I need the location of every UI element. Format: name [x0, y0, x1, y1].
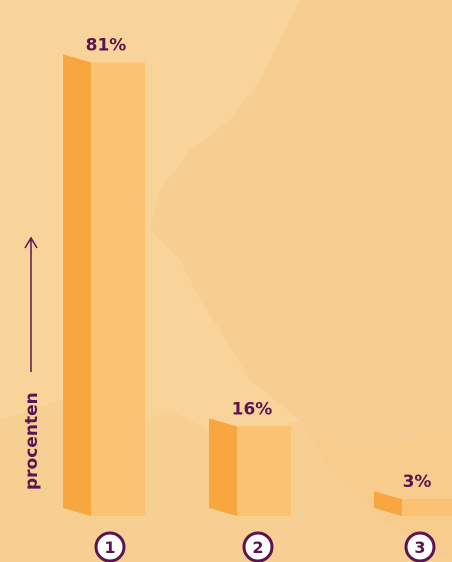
category-tick-2: 2: [242, 531, 274, 562]
bar-1: [63, 54, 145, 517]
bar-side-face: [374, 491, 402, 516]
background-map-shape: [150, 0, 452, 560]
y-axis: procenten: [22, 236, 42, 490]
bar-front-face: [237, 426, 291, 516]
category-tick-circle: [242, 531, 274, 562]
value-label-3: 3%: [403, 472, 432, 492]
value-label-2: 16%: [232, 399, 273, 419]
y-axis-arrow-head: [24, 236, 38, 249]
value-labels-group: 81% 16% 3%: [86, 35, 432, 492]
bar-front-face: [91, 62, 145, 517]
value-label-1: 81%: [86, 35, 127, 55]
category-tick-label: 2: [252, 538, 263, 557]
bar-3: [374, 491, 452, 516]
bar-side-face: [209, 418, 237, 516]
y-axis-label: procenten: [22, 392, 42, 490]
category-tick-circle: [404, 531, 436, 562]
category-tick-circle: [94, 531, 126, 562]
category-tick-label: 3: [414, 538, 425, 557]
bar-front-face: [402, 499, 452, 516]
bar-side-face: [63, 54, 91, 517]
bars-group: [63, 54, 452, 517]
category-tick-label: 1: [104, 538, 115, 557]
category-tick-3: 3: [404, 531, 436, 562]
category-ticks-group: 1 2 3: [94, 531, 436, 562]
category-tick-1: 1: [94, 531, 126, 562]
bar-2: [209, 418, 291, 516]
